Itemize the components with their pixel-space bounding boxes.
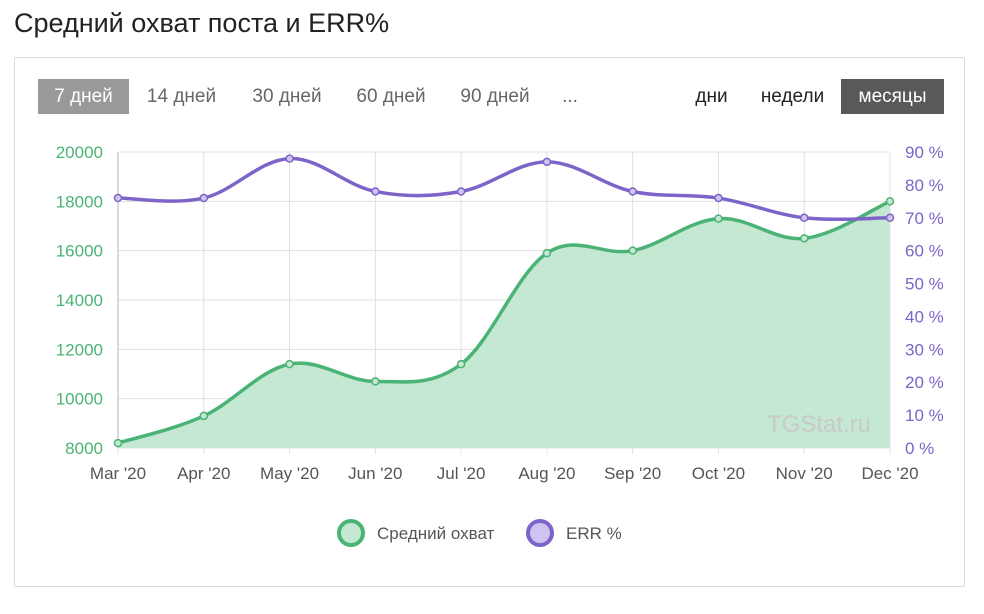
legend-marker (526, 519, 554, 547)
reach-point (885, 197, 895, 206)
x-tick-label: Jul '20 (437, 464, 486, 483)
legend-label: Средний охват (377, 524, 495, 543)
reach-point (628, 246, 637, 255)
err-point (885, 213, 895, 223)
period-button[interactable]: 90 дней (460, 86, 530, 107)
legend-item[interactable]: Средний охват (337, 519, 495, 547)
y-left-tick-label: 12000 (56, 340, 103, 359)
period-button[interactable]: 30 дней (252, 86, 322, 107)
x-tick-label: May '20 (260, 464, 319, 483)
y-left-tick-label: 16000 (56, 242, 103, 261)
period-button[interactable]: ... (562, 86, 578, 107)
legend-label: ERR % (566, 524, 622, 543)
x-tick-label: Oct '20 (692, 464, 745, 483)
reach-line (117, 199, 891, 445)
y-left-tick-label: 14000 (56, 291, 103, 310)
x-tick-label: Apr '20 (177, 464, 230, 483)
reach-point (113, 438, 123, 448)
reach-area (118, 201, 890, 448)
x-tick-label: Dec '20 (861, 464, 918, 483)
y-right-tick-label: 20 % (905, 373, 944, 392)
x-tick-label: Sep '20 (604, 464, 661, 483)
y-left-tick-label: 20000 (56, 143, 103, 162)
y-right-tick-label: 60 % (905, 242, 944, 261)
y-right-tick-label: 10 % (905, 406, 944, 425)
y-right-tick-label: 70 % (905, 209, 944, 228)
err-point (113, 193, 123, 203)
period-button[interactable]: 14 дней (146, 86, 217, 107)
err-point (628, 187, 637, 196)
y-right-tick-label: 30 % (905, 340, 944, 359)
y-right-tick-label: 80 % (905, 176, 944, 195)
reach-point (456, 359, 466, 369)
reach-point (542, 248, 552, 258)
y-left-tick-label: 18000 (56, 192, 103, 211)
reach-point (285, 359, 294, 369)
y-right-tick-label: 50 % (905, 275, 944, 294)
err-point (542, 157, 552, 167)
legend-marker (337, 519, 365, 547)
x-tick-label: Jun '20 (348, 464, 402, 483)
err-point (799, 213, 809, 223)
err-point (285, 154, 294, 163)
chart: 20000 18000 16000 14000 12000 10000 8000 90 % 80… (56, 143, 944, 547)
page-title: Средний охват поста и ERR% (14, 8, 390, 38)
chart-card: 7 дней 14 дней 30 дней 60 дней 90 дней... дн… (14, 57, 965, 587)
granularity-button[interactable]: дни (695, 86, 728, 107)
reach-point (799, 234, 809, 243)
y-right-tick-label: 90 % (905, 143, 944, 162)
reach-point (199, 411, 209, 421)
y-right-tick-label: 40 % (905, 307, 944, 326)
period-button[interactable]: 7 дней (38, 79, 129, 114)
err-point (714, 193, 723, 203)
err-point (199, 193, 209, 203)
err-line (117, 156, 891, 222)
x-tick-label: Mar '20 (90, 464, 146, 483)
watermark: TGStat.ru (767, 411, 871, 438)
err-point (456, 187, 466, 196)
y-left-tick-label: 8000 (65, 439, 103, 458)
reach-point (371, 377, 380, 386)
period-button[interactable]: 60 дней (356, 86, 426, 107)
y-right-tick-label: 0 % (905, 439, 934, 458)
granularity-button[interactable]: недели (760, 86, 825, 107)
y-left-tick-label: 10000 (56, 390, 103, 409)
granularity-button[interactable]: месяцы (841, 79, 944, 114)
err-point (371, 187, 380, 196)
legend-item[interactable]: ERR % (526, 519, 622, 547)
reach-point (714, 214, 723, 223)
x-tick-label: Aug '20 (518, 464, 575, 483)
x-tick-label: Nov '20 (776, 464, 833, 483)
